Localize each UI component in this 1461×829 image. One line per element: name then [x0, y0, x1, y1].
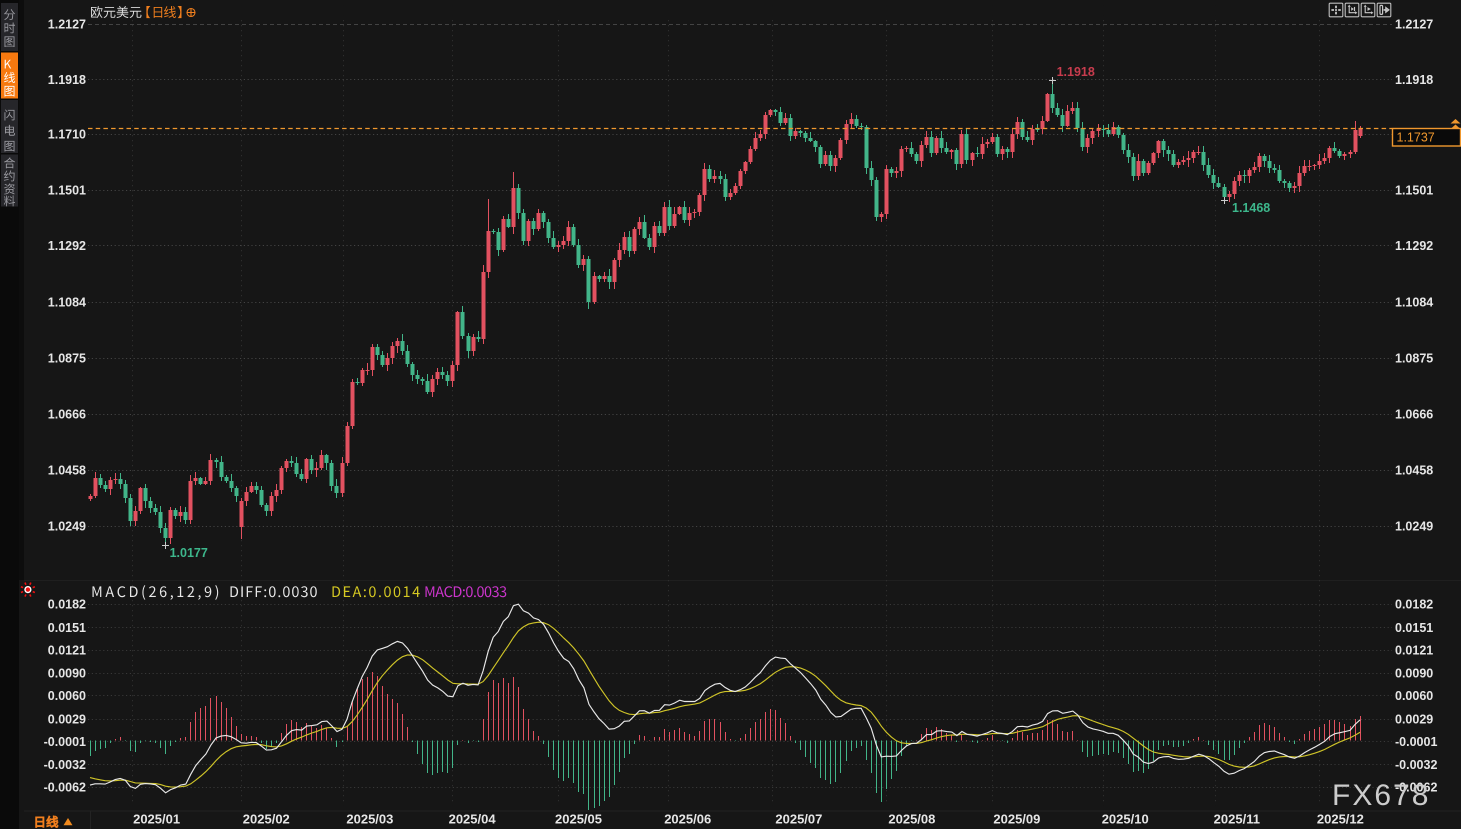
svg-text:2025/04: 2025/04: [449, 812, 497, 827]
svg-text:1.0249: 1.0249: [1395, 520, 1433, 534]
svg-text:0.0090: 0.0090: [48, 667, 86, 681]
svg-text:0.0121: 0.0121: [1395, 643, 1433, 657]
svg-text:1.1501: 1.1501: [48, 183, 86, 197]
svg-text:0.0182: 0.0182: [48, 598, 86, 612]
svg-text:2025/08: 2025/08: [888, 812, 935, 827]
svg-text:-0.0032: -0.0032: [1395, 758, 1437, 772]
svg-text:2025/12: 2025/12: [1317, 812, 1364, 827]
svg-text:1.1501: 1.1501: [1395, 183, 1433, 197]
svg-text:0.0029: 0.0029: [48, 712, 86, 726]
svg-text:-0.0062: -0.0062: [44, 781, 86, 795]
svg-text:1.1468: 1.1468: [1232, 201, 1270, 215]
svg-text:1.0458: 1.0458: [48, 464, 86, 478]
svg-text:-0.0001: -0.0001: [44, 735, 86, 749]
svg-text:-0.0062: -0.0062: [1395, 781, 1437, 795]
svg-text:1.1737: 1.1737: [1397, 131, 1435, 145]
svg-text:1.1084: 1.1084: [48, 295, 86, 309]
svg-text:0.0121: 0.0121: [48, 643, 86, 657]
svg-text:1.0666: 1.0666: [1395, 407, 1433, 421]
svg-text:1.0875: 1.0875: [1395, 351, 1433, 365]
svg-text:1.1918: 1.1918: [1395, 73, 1433, 87]
svg-text:2025/10: 2025/10: [1102, 812, 1149, 827]
svg-text:2025/06: 2025/06: [664, 812, 711, 827]
svg-text:1.0666: 1.0666: [48, 407, 86, 421]
svg-text:1.0177: 1.0177: [170, 546, 208, 560]
svg-text:-0.0001: -0.0001: [1395, 735, 1437, 749]
svg-text:2025/07: 2025/07: [775, 812, 822, 827]
svg-text:1.0875: 1.0875: [48, 351, 86, 365]
svg-text:2025/01: 2025/01: [133, 812, 180, 827]
svg-text:0.0090: 0.0090: [1395, 667, 1433, 681]
svg-text:1.2127: 1.2127: [48, 18, 86, 32]
svg-text:1.0249: 1.0249: [48, 520, 86, 534]
svg-text:1.1918: 1.1918: [1057, 65, 1095, 79]
svg-text:0.0029: 0.0029: [1395, 712, 1433, 726]
svg-text:-0.0032: -0.0032: [44, 758, 86, 772]
svg-text:2025/09: 2025/09: [993, 812, 1040, 827]
svg-text:1.1710: 1.1710: [48, 128, 86, 142]
svg-text:0.0060: 0.0060: [48, 689, 86, 703]
svg-text:2025/02: 2025/02: [243, 812, 290, 827]
svg-text:1.2127: 1.2127: [1395, 18, 1433, 32]
svg-text:FX678: FX678: [1332, 779, 1430, 812]
svg-text:2025/05: 2025/05: [555, 812, 602, 827]
svg-text:0.0182: 0.0182: [1395, 598, 1433, 612]
svg-text:0.0151: 0.0151: [1395, 621, 1433, 635]
svg-text:1.0458: 1.0458: [1395, 464, 1433, 478]
svg-text:1.1084: 1.1084: [1395, 295, 1433, 309]
svg-text:1.1918: 1.1918: [48, 73, 86, 87]
svg-text:0.0060: 0.0060: [1395, 689, 1433, 703]
svg-text:2025/03: 2025/03: [346, 812, 393, 827]
svg-text:0.0151: 0.0151: [48, 621, 86, 635]
svg-text:2025/11: 2025/11: [1214, 812, 1260, 827]
svg-text:1.1292: 1.1292: [1395, 239, 1433, 253]
svg-text:1.1292: 1.1292: [48, 239, 86, 253]
